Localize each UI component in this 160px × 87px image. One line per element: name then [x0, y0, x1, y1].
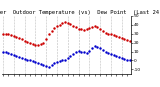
Title: Milwaukee Weather  Outdoor Temperature (vs)  Dew Point  (Last 24 Hours): Milwaukee Weather Outdoor Temperature (v… — [0, 10, 160, 15]
